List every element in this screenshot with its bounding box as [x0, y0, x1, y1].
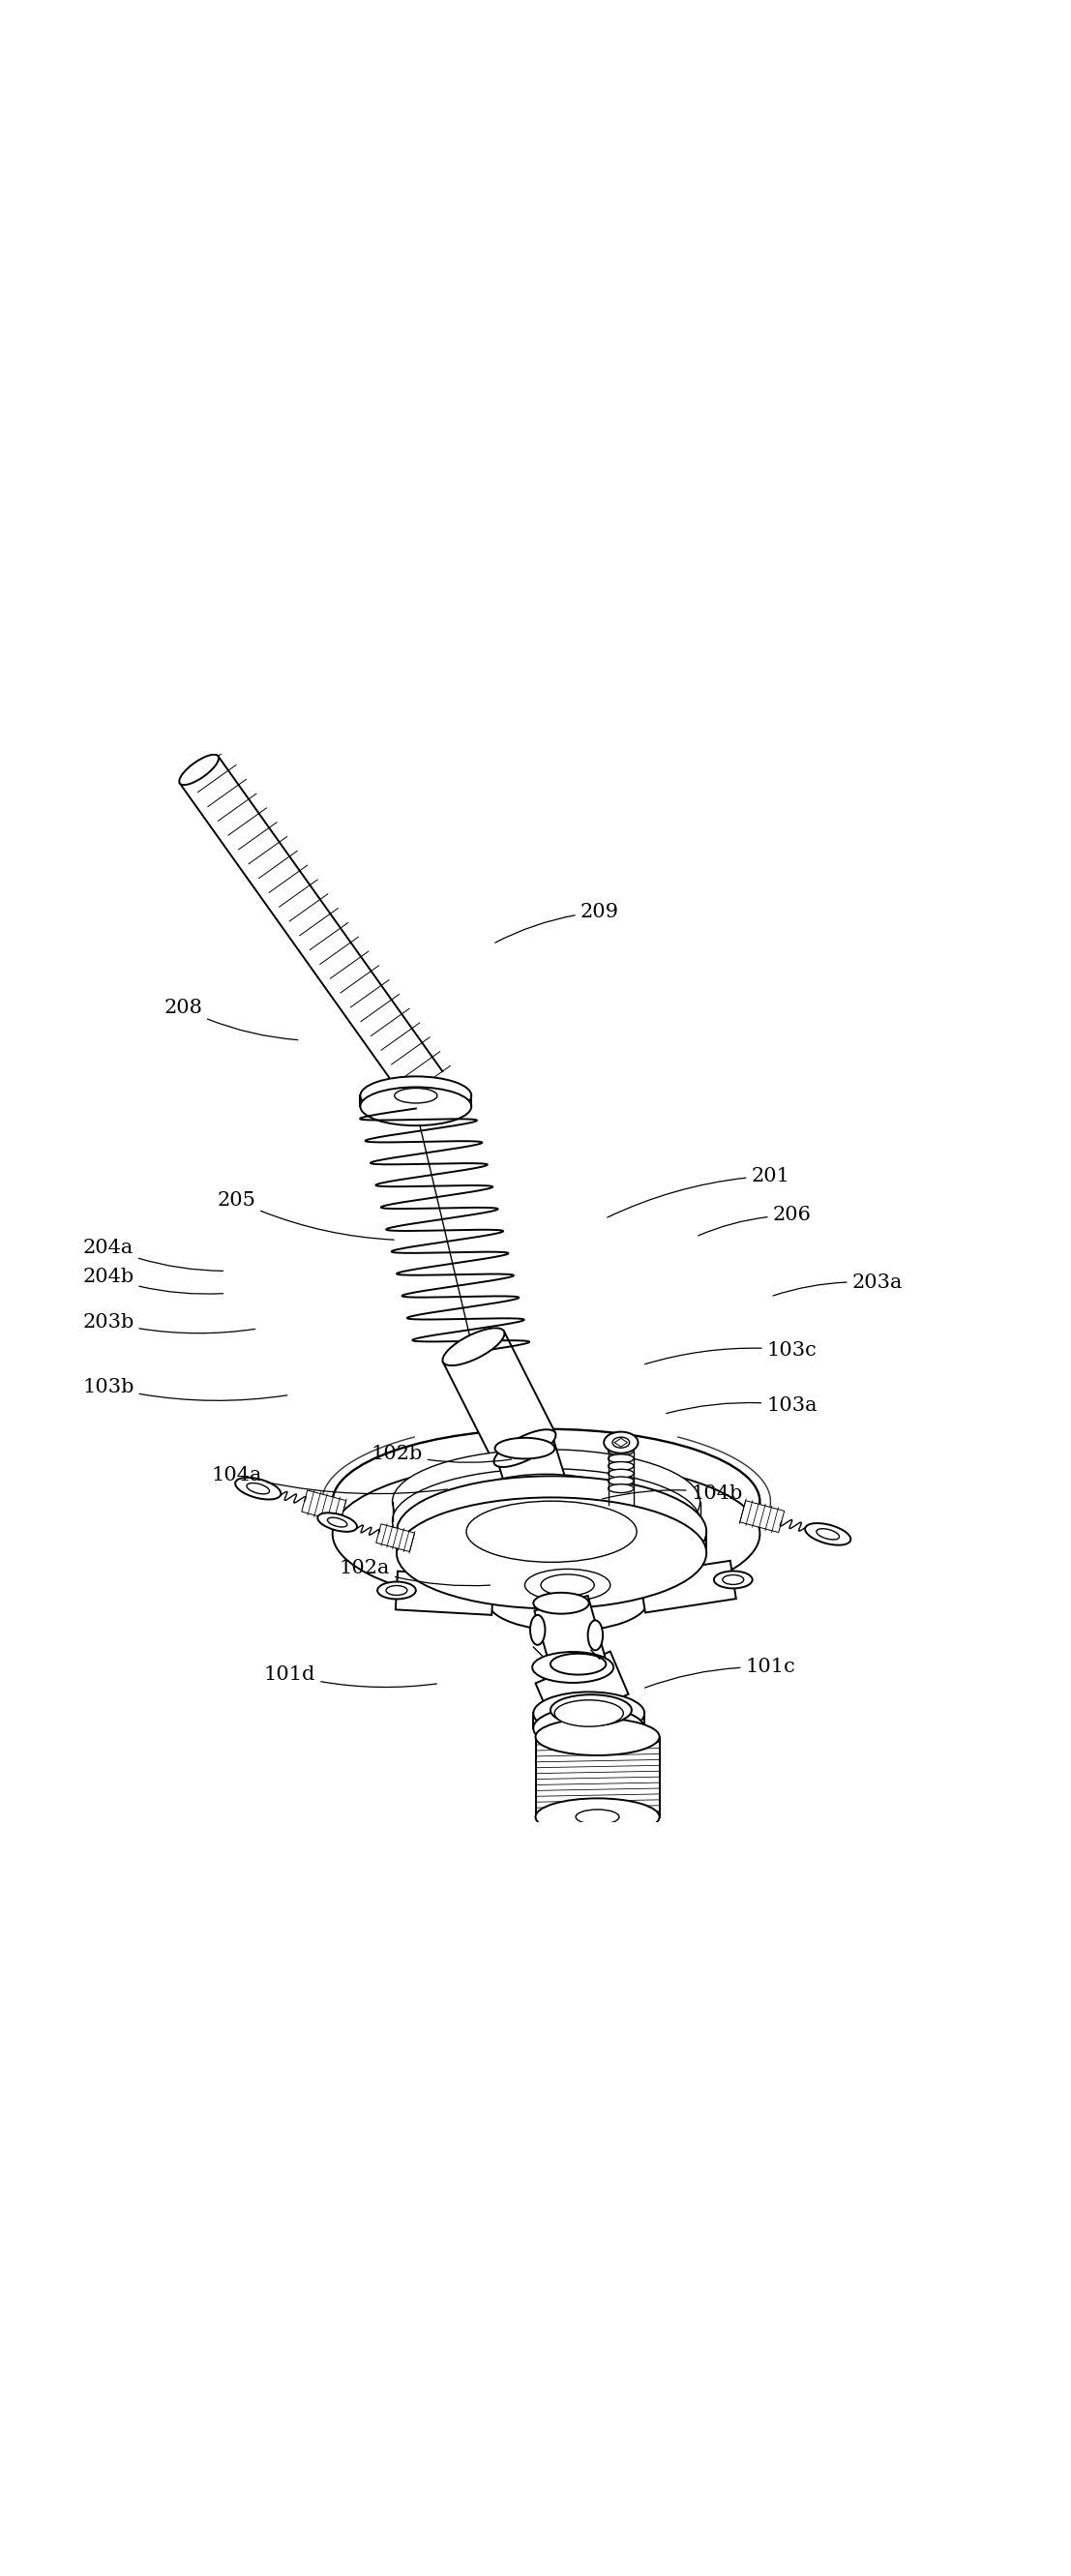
- Ellipse shape: [179, 755, 218, 786]
- Ellipse shape: [396, 1476, 707, 1587]
- Ellipse shape: [805, 1522, 850, 1546]
- Ellipse shape: [608, 1448, 634, 1455]
- Text: 103c: 103c: [645, 1340, 817, 1365]
- Ellipse shape: [465, 1473, 628, 1530]
- Ellipse shape: [392, 1468, 700, 1574]
- Polygon shape: [395, 1571, 494, 1615]
- Ellipse shape: [533, 1692, 645, 1734]
- Ellipse shape: [328, 1517, 347, 1528]
- Ellipse shape: [318, 1512, 357, 1533]
- Text: 101c: 101c: [645, 1659, 796, 1687]
- Ellipse shape: [608, 1455, 634, 1463]
- Ellipse shape: [442, 1329, 504, 1365]
- Ellipse shape: [714, 1571, 752, 1589]
- Text: 104b: 104b: [602, 1484, 743, 1502]
- Text: 203a: 203a: [773, 1273, 903, 1296]
- Ellipse shape: [555, 1700, 623, 1726]
- Ellipse shape: [608, 1461, 634, 1471]
- Text: 201: 201: [607, 1167, 790, 1218]
- Text: 206: 206: [698, 1206, 811, 1236]
- Ellipse shape: [487, 1556, 648, 1615]
- Ellipse shape: [550, 1654, 606, 1674]
- Text: 203b: 203b: [82, 1314, 255, 1334]
- Ellipse shape: [246, 1484, 270, 1494]
- Ellipse shape: [588, 1620, 603, 1651]
- Polygon shape: [302, 1492, 346, 1522]
- Text: 204a: 204a: [82, 1239, 223, 1270]
- Ellipse shape: [377, 1582, 416, 1600]
- Ellipse shape: [332, 1461, 759, 1607]
- Ellipse shape: [816, 1528, 840, 1540]
- Polygon shape: [443, 1332, 556, 1463]
- Text: 102b: 102b: [371, 1445, 512, 1463]
- Ellipse shape: [360, 1077, 471, 1115]
- Polygon shape: [740, 1502, 784, 1533]
- Ellipse shape: [533, 1592, 589, 1613]
- Ellipse shape: [466, 1502, 637, 1561]
- Ellipse shape: [530, 1615, 545, 1646]
- Polygon shape: [534, 1595, 605, 1672]
- Text: 208: 208: [164, 999, 298, 1041]
- Ellipse shape: [533, 1708, 645, 1749]
- Ellipse shape: [396, 1497, 707, 1607]
- Ellipse shape: [550, 1695, 632, 1726]
- Ellipse shape: [392, 1450, 700, 1553]
- Ellipse shape: [487, 1571, 648, 1631]
- Ellipse shape: [576, 1808, 619, 1824]
- Ellipse shape: [494, 1430, 556, 1468]
- Text: 204b: 204b: [82, 1267, 223, 1293]
- Ellipse shape: [608, 1468, 634, 1479]
- Ellipse shape: [360, 1087, 471, 1126]
- Ellipse shape: [608, 1484, 634, 1492]
- Text: 104a: 104a: [211, 1466, 448, 1494]
- Polygon shape: [376, 1525, 414, 1551]
- Text: 205: 205: [217, 1190, 394, 1239]
- Text: 102a: 102a: [340, 1558, 491, 1587]
- Ellipse shape: [525, 1569, 610, 1602]
- Ellipse shape: [536, 1798, 660, 1837]
- Ellipse shape: [608, 1476, 634, 1486]
- Text: 209: 209: [495, 902, 619, 943]
- Ellipse shape: [332, 1430, 759, 1574]
- Ellipse shape: [541, 1574, 594, 1595]
- Text: 103a: 103a: [666, 1396, 817, 1414]
- Polygon shape: [639, 1561, 736, 1613]
- Ellipse shape: [536, 1718, 660, 1754]
- Ellipse shape: [723, 1574, 743, 1584]
- Ellipse shape: [386, 1587, 407, 1595]
- Ellipse shape: [532, 1651, 614, 1682]
- Ellipse shape: [613, 1437, 630, 1448]
- Ellipse shape: [236, 1479, 281, 1499]
- Ellipse shape: [394, 1087, 437, 1103]
- Ellipse shape: [604, 1432, 638, 1453]
- Text: 103b: 103b: [82, 1378, 287, 1401]
- Polygon shape: [536, 1651, 629, 1726]
- Ellipse shape: [495, 1437, 555, 1458]
- Text: 101d: 101d: [263, 1667, 437, 1687]
- Polygon shape: [496, 1440, 569, 1504]
